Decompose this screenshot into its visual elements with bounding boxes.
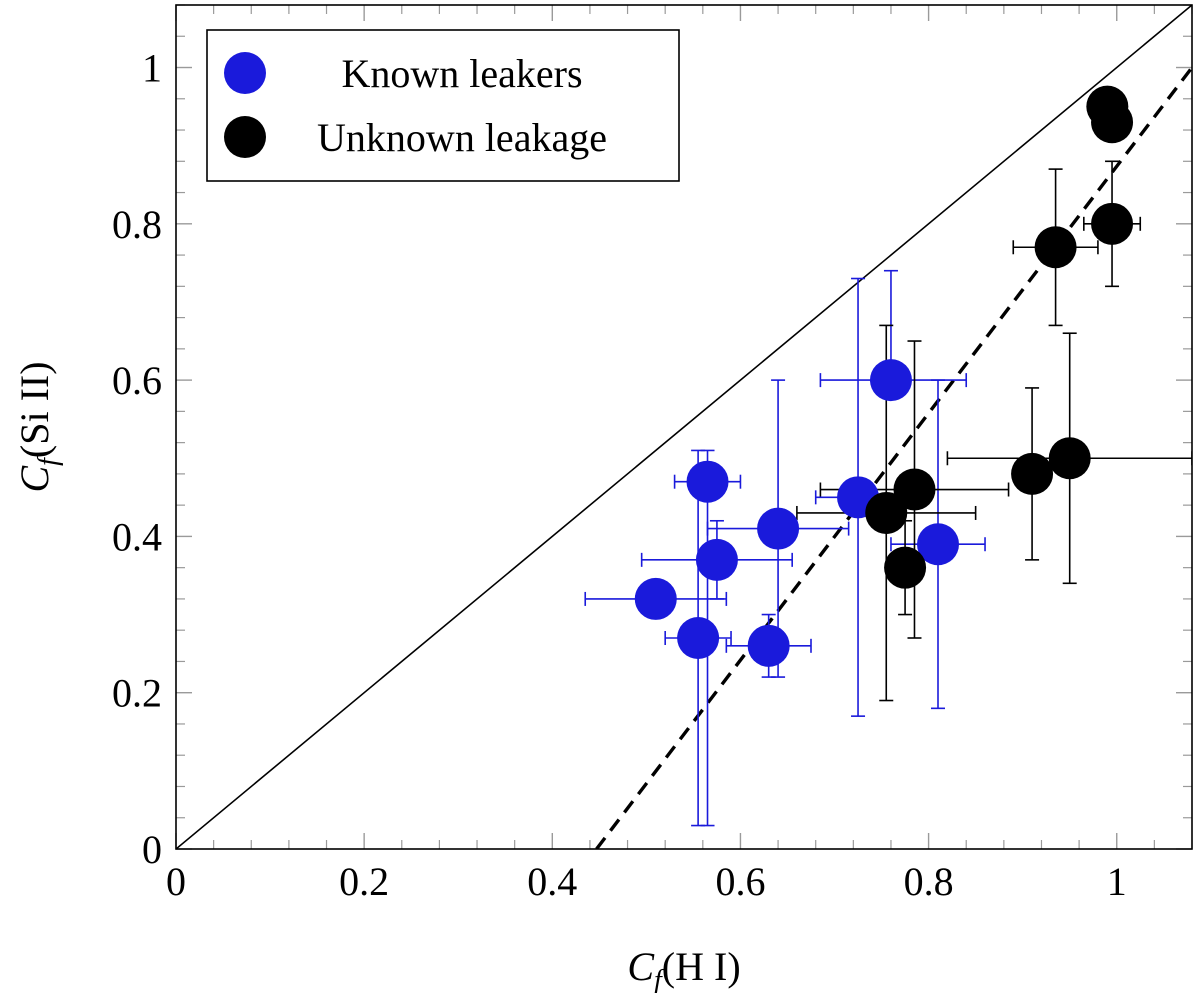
plot-frame [175, 4, 1193, 850]
x-tick-label: 0.2 [339, 859, 389, 904]
tick-labels: 0 0.2 0.4 0.6 0.8 1 0 0.2 0.4 0.6 0.8 1 [112, 46, 1127, 904]
known-leakers-point [869, 359, 912, 402]
one-to-one-line [176, 5, 1192, 849]
y-tick-label: 1 [142, 46, 162, 91]
legend-label-known-leakers: Known leakers [341, 51, 582, 96]
known-leakers-point [677, 617, 720, 659]
known-leakers-point [686, 460, 729, 503]
legend-box [206, 29, 680, 182]
x-tick-label: 0 [166, 859, 186, 904]
unknown-leakage-point [884, 546, 927, 589]
unknown-leakage-point [1048, 437, 1091, 480]
y-tick-label: 0.4 [112, 514, 162, 559]
known-leakers-point [917, 523, 959, 566]
legend-marker-known-leakers [224, 52, 266, 94]
data-markers [634, 85, 1134, 667]
legend-label-unknown-leakage: Unknown leakage [317, 115, 607, 160]
reference-lines [176, 5, 1192, 849]
known-leakers-point [747, 624, 790, 667]
known-leakers-point [695, 538, 738, 581]
unknown-leakage-point [1091, 202, 1134, 245]
unknown-leakage-point [1034, 226, 1077, 269]
x-tick-label: 0.4 [527, 859, 577, 904]
y-axis-label: Cf(Si II) [12, 361, 64, 492]
unknown-leakage-point [865, 491, 908, 534]
known-leakers-point [634, 577, 677, 620]
unknown-leakage-point [1091, 101, 1134, 144]
y-tick-label: 0.8 [112, 202, 162, 247]
y-tick-label: 0 [142, 827, 162, 872]
x-tick-label: 0.8 [904, 859, 954, 904]
unknown-leakage-point [1011, 452, 1054, 495]
x-tick-label: 0.6 [715, 859, 765, 904]
x-tick-label: 1 [1107, 859, 1127, 904]
x-axis-label: Cf(H I) [627, 944, 740, 993]
unknown-leakage-point [893, 468, 936, 511]
axis-ticks [175, 4, 1193, 850]
fit-line [595, 66, 1192, 849]
legend-marker-unknown-leakage [224, 116, 266, 158]
y-tick-label: 0.2 [112, 671, 162, 716]
y-tick-label: 0.6 [112, 358, 162, 403]
legend: Known leakers Unknown leakage [206, 29, 680, 182]
known-leakers-point [757, 507, 800, 550]
